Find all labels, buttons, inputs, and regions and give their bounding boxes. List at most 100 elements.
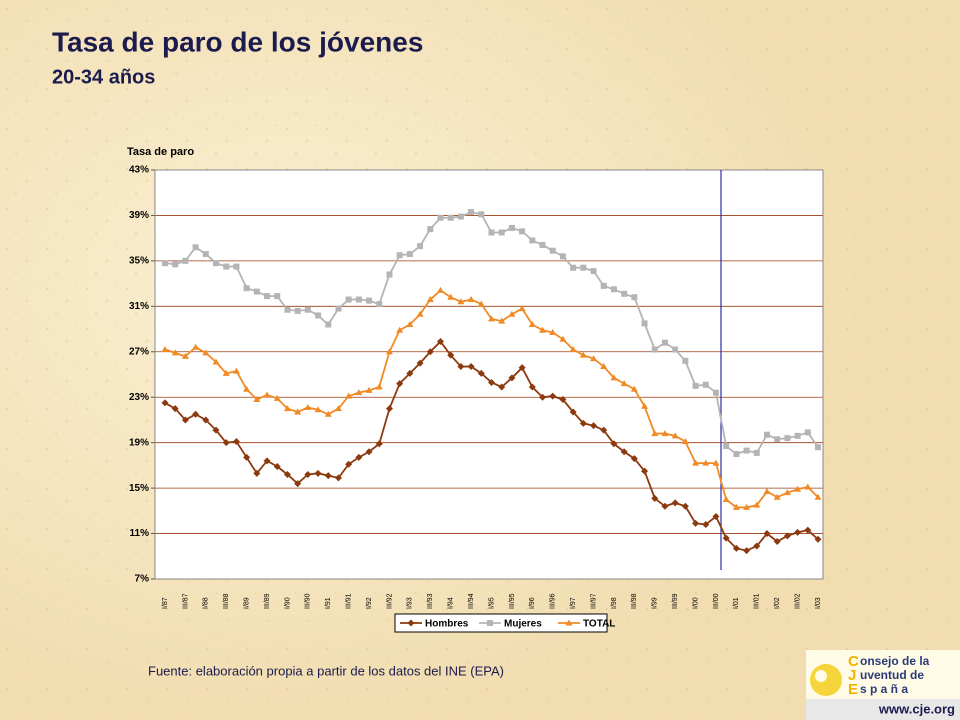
data-point bbox=[773, 493, 781, 500]
data-point bbox=[722, 495, 730, 502]
data-point bbox=[457, 298, 465, 305]
data-point bbox=[549, 392, 557, 400]
data-point bbox=[661, 502, 669, 510]
series-layer bbox=[161, 209, 822, 555]
data-point bbox=[447, 293, 455, 300]
logo-word: s p a ñ a bbox=[860, 682, 908, 696]
y-tick-label: 7% bbox=[135, 574, 150, 585]
data-point bbox=[814, 535, 822, 543]
logo-initial: C bbox=[848, 653, 859, 670]
x-tick-label: III/89 bbox=[264, 593, 271, 609]
legend-marker bbox=[565, 619, 573, 626]
data-point bbox=[243, 385, 251, 392]
data-point bbox=[702, 520, 710, 528]
data-point bbox=[732, 544, 740, 552]
data-point bbox=[488, 229, 495, 236]
data-point bbox=[671, 499, 679, 507]
legend-label: Mujeres bbox=[504, 619, 542, 630]
data-point bbox=[641, 402, 649, 409]
data-point bbox=[477, 369, 485, 377]
data-point bbox=[559, 253, 566, 260]
data-point bbox=[253, 469, 261, 477]
data-point bbox=[355, 296, 362, 303]
source-note: Fuente: elaboración propia a partir de l… bbox=[148, 663, 504, 678]
data-point bbox=[426, 296, 434, 303]
data-point bbox=[692, 459, 700, 466]
data-point bbox=[416, 359, 424, 367]
data-point bbox=[447, 351, 455, 359]
data-point bbox=[274, 293, 281, 300]
data-point bbox=[222, 439, 230, 447]
x-tick-label: III/94 bbox=[468, 593, 475, 609]
data-point bbox=[294, 408, 302, 415]
data-point bbox=[681, 438, 689, 445]
data-point bbox=[355, 389, 363, 396]
data-point bbox=[723, 443, 730, 450]
x-tick-label: III/00 bbox=[713, 593, 720, 609]
data-point bbox=[273, 463, 281, 471]
data-point bbox=[814, 493, 822, 500]
data-point bbox=[263, 457, 271, 465]
data-point bbox=[753, 501, 761, 508]
data-point bbox=[815, 444, 821, 451]
data-point bbox=[212, 426, 220, 434]
data-point bbox=[467, 363, 475, 371]
data-point bbox=[284, 306, 291, 313]
data-point bbox=[232, 438, 240, 446]
data-point bbox=[631, 294, 638, 301]
data-point bbox=[529, 237, 536, 244]
data-point bbox=[539, 393, 547, 401]
data-point bbox=[213, 260, 220, 267]
data-point bbox=[467, 296, 475, 303]
y-tick-label: 35% bbox=[129, 256, 149, 267]
data-point bbox=[365, 386, 373, 393]
x-tick-label: I/99 bbox=[652, 597, 659, 609]
data-point bbox=[294, 480, 302, 488]
x-tick-label: III/91 bbox=[346, 593, 353, 609]
legend-marker bbox=[487, 620, 493, 626]
data-point bbox=[182, 257, 189, 264]
y-tick-label: 19% bbox=[129, 437, 149, 448]
data-point bbox=[345, 296, 352, 303]
data-point bbox=[610, 374, 618, 381]
x-tick-label: III/90 bbox=[305, 593, 312, 609]
data-point bbox=[468, 209, 475, 216]
data-point bbox=[692, 382, 699, 389]
data-point bbox=[672, 346, 679, 353]
data-point bbox=[314, 469, 322, 477]
data-point bbox=[366, 297, 373, 304]
data-point bbox=[559, 335, 567, 342]
data-point bbox=[549, 247, 556, 254]
data-point bbox=[773, 538, 781, 546]
data-point bbox=[273, 394, 281, 401]
data-point bbox=[304, 403, 312, 410]
data-point bbox=[539, 326, 547, 333]
data-point bbox=[763, 431, 770, 438]
data-point bbox=[396, 380, 404, 388]
x-tick-label: I/93 bbox=[407, 597, 414, 609]
data-point bbox=[743, 447, 750, 454]
data-point bbox=[406, 321, 414, 328]
data-point bbox=[579, 419, 587, 427]
data-point bbox=[417, 243, 424, 250]
data-point bbox=[794, 485, 802, 492]
data-point bbox=[753, 542, 761, 550]
x-tick-label: III/88 bbox=[223, 593, 230, 609]
data-point bbox=[518, 305, 526, 312]
data-point bbox=[681, 502, 689, 510]
x-tick-label: I/01 bbox=[733, 597, 740, 609]
data-point bbox=[671, 432, 679, 439]
data-point bbox=[743, 547, 751, 555]
data-point bbox=[396, 326, 404, 333]
data-point bbox=[600, 426, 608, 434]
data-point bbox=[171, 405, 179, 413]
data-point bbox=[324, 410, 332, 417]
data-point bbox=[457, 363, 465, 371]
logo-mark-inner bbox=[815, 670, 827, 682]
plot-border bbox=[154, 169, 824, 580]
plot-area bbox=[155, 170, 823, 579]
data-point bbox=[620, 380, 628, 387]
x-tick-label: I/96 bbox=[529, 597, 536, 609]
